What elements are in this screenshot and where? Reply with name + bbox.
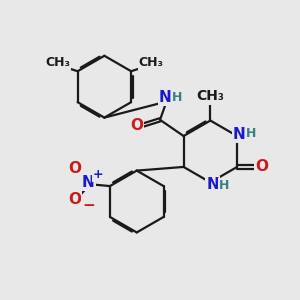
Text: O: O: [68, 192, 81, 207]
Text: N: N: [206, 177, 219, 192]
Text: H: H: [219, 179, 230, 192]
Text: H: H: [246, 127, 256, 140]
Text: O: O: [130, 118, 143, 133]
Text: N: N: [82, 175, 94, 190]
Text: N: N: [233, 127, 246, 142]
Text: N: N: [159, 90, 172, 105]
Text: H: H: [172, 91, 182, 104]
Text: O: O: [255, 159, 268, 174]
Text: +: +: [93, 168, 104, 181]
Text: CH₃: CH₃: [139, 56, 164, 69]
Text: CH₃: CH₃: [196, 89, 224, 103]
Text: −: −: [82, 198, 95, 213]
Text: O: O: [69, 161, 82, 176]
Text: CH₃: CH₃: [45, 56, 70, 69]
